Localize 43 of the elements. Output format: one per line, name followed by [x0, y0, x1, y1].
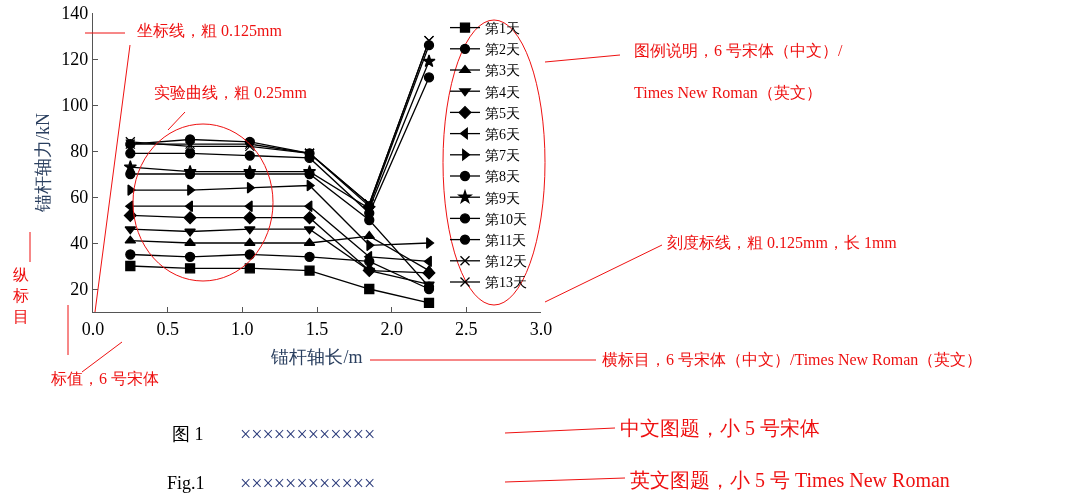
legend-label: 第6天 [485, 127, 520, 143]
legend-label: 第10天 [485, 211, 527, 227]
legend-label: 第11天 [485, 233, 527, 249]
y-tick-label: 80 [70, 141, 89, 162]
text: ×××××××××××× [240, 423, 376, 445]
annotation: 坐标线，粗 0.125mm [137, 22, 283, 39]
x-tick-label: 1.0 [231, 318, 254, 339]
text: 横标目，6 号宋体（中文）/Times New Roman（英文） [602, 351, 983, 368]
caption: Fig.1 [167, 473, 205, 493]
legend-label: 第4天 [485, 84, 520, 100]
legend-label: 第3天 [485, 63, 520, 79]
y-tick-label: 20 [70, 279, 89, 300]
y-tick-label: 100 [61, 95, 89, 116]
text: 英文图题，小 5 号 Times New Roman [630, 469, 950, 491]
legend-label: 第8天 [485, 169, 520, 185]
legend-label: 第12天 [485, 254, 527, 270]
y-tick-label: 40 [70, 233, 89, 254]
text: 图例说明，6 号宋体（中文）/ [634, 42, 843, 59]
text: 刻度标线，粗 0.125mm，长 1mm [667, 234, 898, 251]
text: 纵标目 [12, 266, 29, 325]
text: Times New Roman（英文） [634, 84, 822, 101]
legend-label: 第5天 [485, 105, 520, 121]
legend-label: 第9天 [485, 190, 520, 206]
y-tick-label: 60 [70, 187, 89, 208]
x-tick-label: 2.0 [380, 318, 403, 339]
x-tick-label: 2.5 [455, 318, 478, 339]
legend-label: 第1天 [485, 21, 520, 37]
annotation: 实验曲线，粗 0.25mm [154, 84, 308, 101]
legend-label: 第13天 [485, 275, 527, 291]
x-tick-label: 0.0 [81, 318, 105, 339]
caption: 图 1 [172, 424, 204, 444]
y-tick-label: 120 [61, 49, 89, 70]
legend-label: 第2天 [485, 42, 520, 58]
y-axis-title: 锚杆轴力/kN [33, 113, 54, 213]
x-tick-label: 0.5 [156, 318, 179, 339]
y-tick-label: 140 [61, 3, 89, 24]
text: 中文图题，小 5 号宋体 [620, 417, 820, 439]
x-axis-title: 锚杆轴长/m [270, 346, 363, 367]
x-tick-label: 3.0 [529, 318, 553, 339]
text: 标值，6 号宋体 [50, 370, 159, 387]
x-tick-label: 1.5 [305, 318, 329, 339]
text: ×××××××××××× [240, 472, 376, 494]
legend-label: 第7天 [485, 148, 520, 164]
